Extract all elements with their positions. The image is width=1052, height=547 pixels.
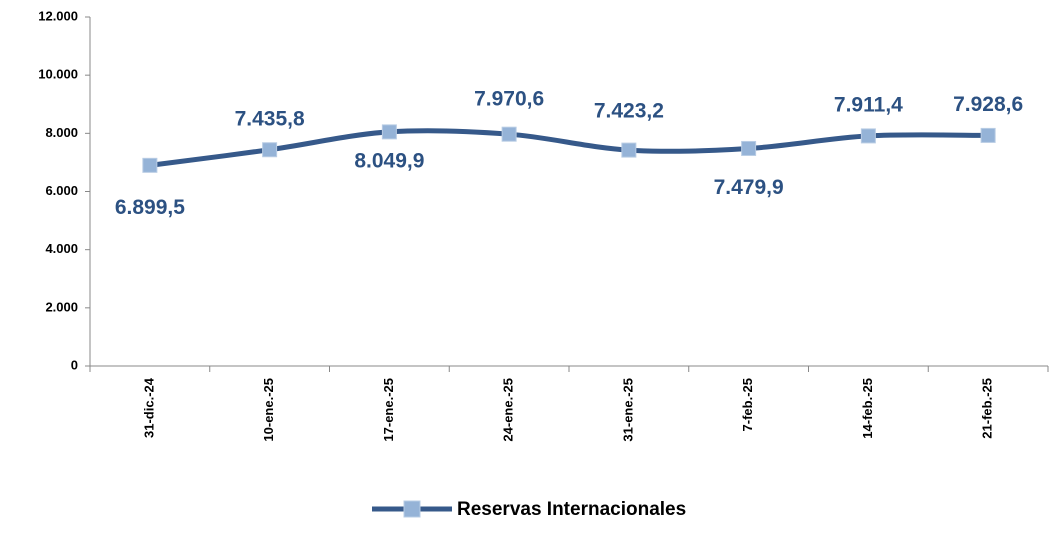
y-tick-label: 8.000 [45,125,78,140]
x-tick-label: 24-ene.-25 [501,378,516,442]
marker [980,127,996,143]
value-label: 7.423,2 [594,100,664,123]
y-tick-label: 2.000 [45,299,78,314]
value-label: 7.435,8 [235,107,305,130]
y-tick-label: 0 [71,357,78,372]
value-label: 7.928,6 [953,93,1023,116]
value-label: 7.970,6 [474,88,544,111]
value-label: 7.911,4 [834,93,903,116]
y-tick-label: 12.000 [38,8,78,23]
marker [621,142,637,158]
x-tick-label: 31-ene.-25 [620,378,635,442]
y-tick-label: 10.000 [38,67,78,82]
marker [741,140,757,156]
value-label: 8.049,9 [354,149,424,172]
legend-label: Reservas Internacionales [457,499,686,520]
x-tick-label: 14-feb.-25 [860,378,875,439]
x-tick-label: 21-feb.-25 [980,378,995,439]
marker [142,157,158,173]
y-tick-label: 6.000 [45,183,78,198]
value-label: 6.899,5 [115,196,185,219]
x-tick-label: 10-ene.-25 [261,378,276,442]
x-tick-label: 17-ene.-25 [381,378,396,442]
marker [381,124,397,140]
x-tick-label: 7-feb.-25 [740,378,755,431]
y-tick-label: 4.000 [45,241,78,256]
legend-marker [403,500,421,518]
x-tick-label: 31-dic.-24 [141,377,156,438]
marker [501,126,517,142]
marker [860,128,876,144]
value-label: 7.479,9 [714,176,784,199]
series-line [149,128,989,168]
marker [262,142,278,158]
